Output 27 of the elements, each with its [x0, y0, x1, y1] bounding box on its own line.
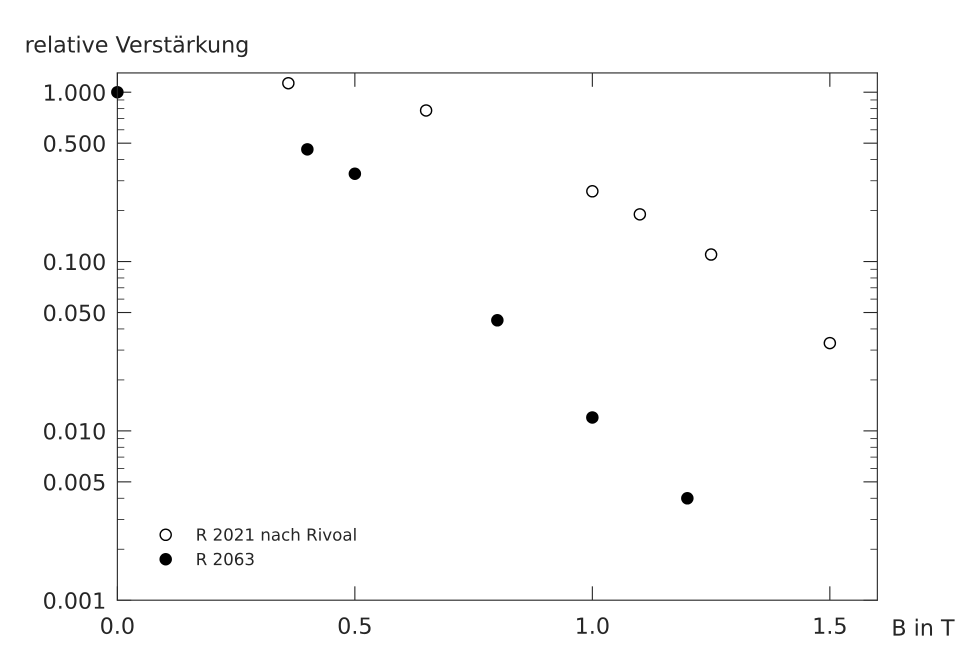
point	[824, 336, 836, 350]
y-tick-label: 0.100	[44, 253, 105, 270]
point	[586, 185, 599, 198]
y-tick-label: 0.005	[44, 474, 104, 491]
point	[282, 76, 295, 90]
point	[348, 167, 362, 180]
x-tick-label: 0.5	[338, 617, 371, 634]
point	[420, 104, 432, 117]
y-tick-label: 0.010	[44, 422, 105, 440]
point	[301, 143, 314, 156]
y-tick-label: 0.500	[44, 135, 105, 152]
y-axis-title: relative Verstärkung	[26, 36, 248, 58]
point	[704, 248, 718, 261]
point	[111, 86, 124, 98]
point	[634, 208, 646, 221]
y-tick-label: 0.001	[44, 592, 104, 609]
point	[491, 314, 504, 327]
legend-label: R 2021 nach Rivoal	[197, 528, 356, 541]
y-tick-label: 1.000	[45, 84, 105, 101]
point	[586, 411, 599, 424]
point	[681, 492, 694, 505]
x-tick-label: 1.5	[814, 618, 846, 634]
legend-label: R 2063	[197, 552, 254, 566]
y-tick-label: 0.050	[44, 304, 105, 322]
x-tick-label: 0.0	[101, 617, 134, 634]
x-tick-label: 1.0	[577, 617, 609, 634]
x-axis-title: B in T	[894, 618, 955, 636]
